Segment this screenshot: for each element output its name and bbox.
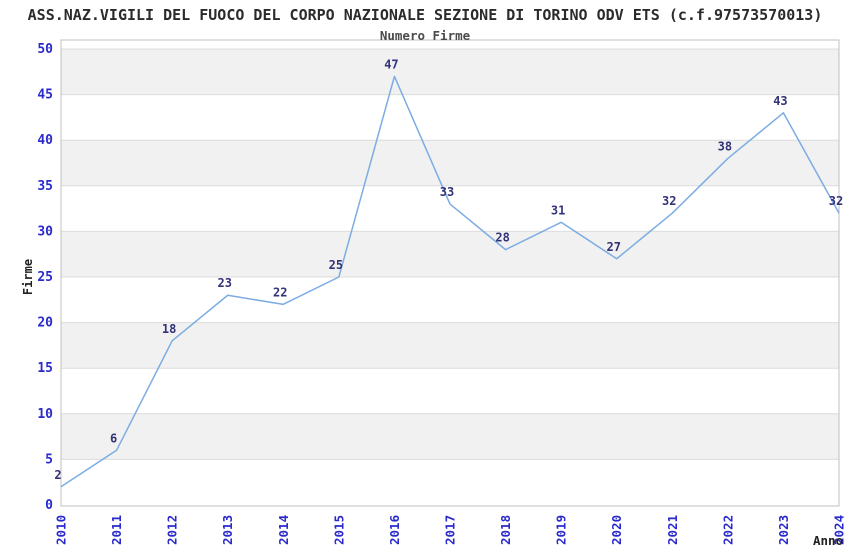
y-tick-label: 35 <box>37 179 53 194</box>
y-tick-label: 10 <box>37 407 53 422</box>
x-tick-label: 2018 <box>498 515 513 545</box>
data-label: 33 <box>440 185 454 199</box>
x-tick-label: 2024 <box>832 515 847 545</box>
data-label: 18 <box>162 322 176 336</box>
y-tick-label: 30 <box>37 224 53 239</box>
y-tick-label: 40 <box>37 133 53 148</box>
x-tick-label: 2013 <box>220 515 235 545</box>
x-tick-label: 2010 <box>54 515 69 545</box>
grid-band <box>61 322 839 369</box>
data-label: 31 <box>551 203 565 217</box>
grid-band <box>61 413 839 460</box>
data-label: 32 <box>829 194 843 208</box>
grid-band <box>61 140 839 186</box>
plot-border <box>60 39 840 507</box>
chart-title: ASS.NAZ.VIGILI DEL FUOCO DEL CORPO NAZIO… <box>27 6 823 24</box>
x-tick-label: 2020 <box>609 515 624 545</box>
x-tick-label: 2014 <box>276 515 291 545</box>
data-label: 38 <box>718 139 732 153</box>
series-line <box>60 75 840 488</box>
grid-band <box>61 49 839 95</box>
y-tick-label: 45 <box>37 88 53 103</box>
x-tick-label: 2016 <box>387 515 402 545</box>
y-tick-label: 5 <box>45 452 53 467</box>
x-tick-label: 2023 <box>776 515 791 545</box>
data-label: 22 <box>273 285 287 299</box>
x-tick-label: 2017 <box>443 515 458 545</box>
grid-band <box>61 231 839 277</box>
x-tick-label: 2012 <box>165 515 180 545</box>
y-tick-label: 20 <box>37 316 53 331</box>
x-tick-label: 2011 <box>109 515 124 545</box>
data-label: 47 <box>384 57 398 71</box>
x-axis-title: Anno <box>813 533 844 548</box>
y-tick-label: 15 <box>37 361 53 376</box>
x-tick-label: 2015 <box>331 515 346 545</box>
x-tick-label: 2021 <box>665 515 680 545</box>
data-label: 25 <box>329 258 343 272</box>
data-label: 32 <box>662 194 676 208</box>
x-tick-label: 2022 <box>720 515 735 545</box>
data-label: 27 <box>606 240 620 254</box>
chart-subtitle: Numero Firme <box>379 28 471 43</box>
y-tick-label: 25 <box>37 270 53 285</box>
y-tick-label: 50 <box>37 42 53 57</box>
y-axis-title: Firme <box>21 258 35 296</box>
data-label: 23 <box>217 276 231 290</box>
x-tick-label: 2019 <box>554 515 569 545</box>
data-label: 28 <box>495 231 509 245</box>
y-tick-label: 0 <box>45 498 53 513</box>
data-label: 43 <box>773 94 787 108</box>
data-label: 6 <box>110 431 117 445</box>
data-label: 2 <box>54 468 61 482</box>
